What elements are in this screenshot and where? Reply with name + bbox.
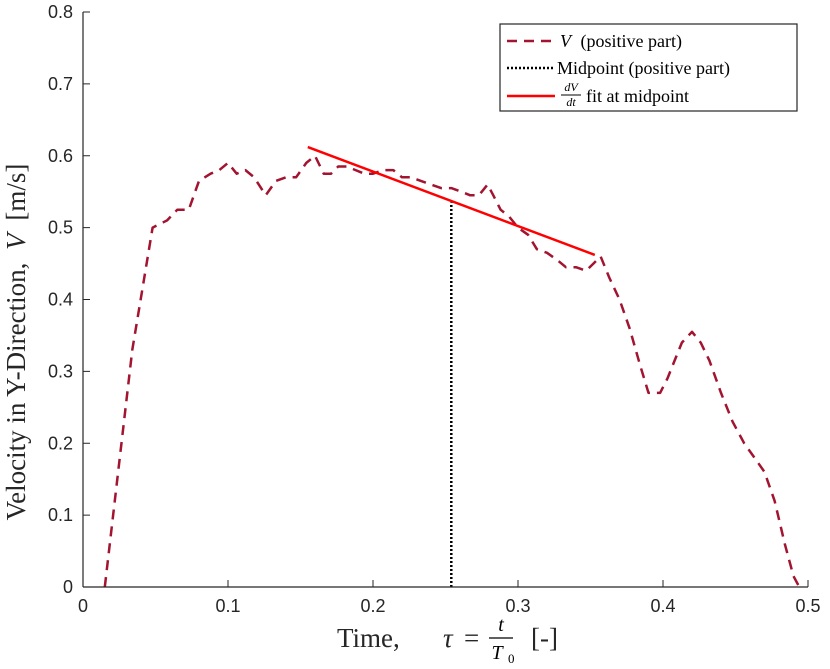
- x-tick-label: 0.2: [360, 596, 385, 616]
- y-tick-label: 0.6: [48, 146, 73, 166]
- legend-entry-v-var: V: [560, 31, 573, 51]
- y-axis-label: Velocity in Y-Direction, V [m/s]: [1, 164, 31, 521]
- x-tick-label: 0.5: [795, 596, 820, 616]
- series-fit-line: [307, 145, 596, 257]
- x-axis-label-tau: τ: [443, 623, 454, 653]
- x-tick-label: 0.3: [505, 596, 530, 616]
- y-axis-label-unit: [m/s]: [1, 164, 31, 221]
- x-axis-label-den: T: [491, 642, 504, 664]
- x-axis-label-equals: =: [464, 623, 479, 653]
- legend: V (positive part) Midpoint (positive par…: [499, 23, 798, 112]
- x-tick-label: 0.1: [215, 596, 240, 616]
- y-tick-label: 0.7: [48, 74, 73, 94]
- y-tick-label: 0: [63, 577, 73, 597]
- x-tick-label: 0.4: [650, 596, 675, 616]
- series-layer: [103, 145, 801, 588]
- legend-entry-v: V (positive part): [560, 31, 682, 52]
- legend-entry-v-text: (positive part): [581, 31, 682, 52]
- y-axis-label-text: Velocity in Y-Direction,: [1, 263, 31, 521]
- y-tick-label: 0.1: [48, 505, 73, 525]
- x-axis-label-suffix: [-]: [531, 623, 558, 653]
- y-tick-label: 0.5: [48, 218, 73, 238]
- x-axis-label-num: t: [498, 614, 504, 636]
- x-axis-label-prefix: Time,: [337, 623, 400, 653]
- y-tick-label: 0.2: [48, 433, 73, 453]
- y-tick-label: 0.3: [48, 361, 73, 381]
- legend-entry-fit-num: dV: [564, 80, 579, 94]
- legend-entry-fit-den: dt: [566, 95, 576, 109]
- x-axis-label-den-sub: 0: [508, 651, 515, 666]
- legend-entry-fit: fit at midpoint: [586, 86, 689, 106]
- y-tick-label: 0.8: [48, 2, 73, 22]
- y-tick-label: 0.4: [48, 290, 73, 310]
- series-v-line: [103, 154, 801, 588]
- y-axis-label-var: V: [1, 230, 31, 250]
- axes-layer: 0 0.1 0.2 0.3 0.4 0.5 0 0.1 0.2 0.3 0.4 0.5 0.6 0.7 0.…: [48, 2, 821, 616]
- legend-entry-midpoint: Midpoint (positive part): [557, 58, 730, 79]
- x-axis-label: Time, τ = t T 0 [-]: [337, 614, 558, 666]
- x-tick-label: 0: [78, 596, 88, 616]
